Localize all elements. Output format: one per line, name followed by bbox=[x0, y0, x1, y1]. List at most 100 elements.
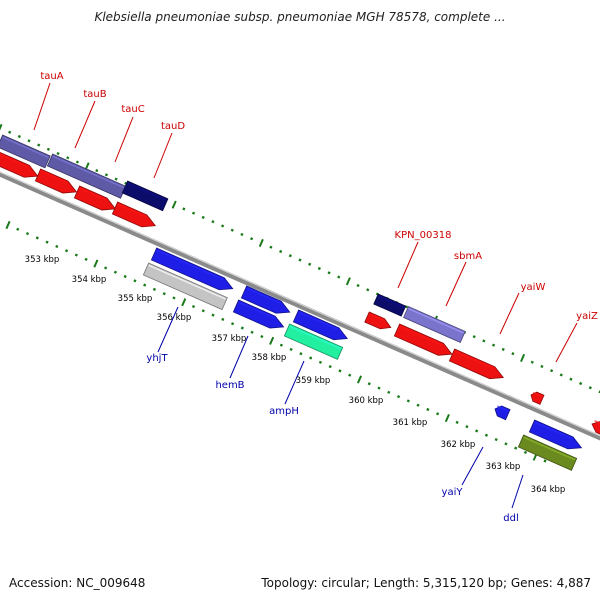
gene-sbmA[interactable] bbox=[403, 305, 466, 343]
minor-tick bbox=[299, 352, 303, 356]
gene-blue-1[interactable] bbox=[150, 247, 235, 295]
minor-tick bbox=[191, 304, 196, 309]
scale-label: 359 kbp bbox=[296, 376, 331, 386]
yaiW-label[interactable]: yaiW bbox=[521, 282, 546, 293]
minor-tick bbox=[328, 365, 332, 369]
minor-tick bbox=[27, 139, 31, 143]
ddl-label[interactable]: ddl bbox=[503, 513, 518, 524]
minor-tick bbox=[543, 459, 547, 463]
gene-ddl[interactable] bbox=[517, 434, 578, 471]
backbone-line bbox=[0, 171, 600, 441]
minor-tick bbox=[309, 356, 313, 360]
minor-tick bbox=[269, 245, 273, 249]
minor-tick bbox=[25, 232, 30, 236]
gene-yhjT[interactable] bbox=[142, 262, 228, 311]
gene-red-2[interactable] bbox=[34, 168, 79, 198]
minor-tick bbox=[514, 446, 518, 450]
minor-tick bbox=[250, 330, 254, 334]
gene-red-1[interactable] bbox=[0, 149, 40, 182]
major-tick bbox=[269, 336, 275, 345]
minor-tick bbox=[17, 134, 21, 139]
minor-tick bbox=[396, 395, 401, 399]
gene-ampH[interactable] bbox=[283, 323, 344, 360]
minor-tick bbox=[540, 364, 544, 369]
minor-tick bbox=[143, 283, 147, 287]
gene-tauB[interactable] bbox=[46, 153, 127, 199]
gene-tauA[interactable] bbox=[0, 134, 51, 169]
minor-tick bbox=[220, 224, 225, 228]
accession-label: Accession: NC_009648 bbox=[9, 576, 146, 590]
minor-tick bbox=[569, 377, 573, 381]
gene-blue-4[interactable] bbox=[493, 404, 511, 421]
scale-label: 360 kbp bbox=[349, 396, 384, 406]
gene-yaiY[interactable] bbox=[528, 419, 584, 454]
minor-tick bbox=[416, 403, 420, 407]
major-tick bbox=[345, 277, 351, 286]
yhjT-leader bbox=[157, 306, 179, 353]
major-tick bbox=[444, 414, 450, 423]
tauC-label[interactable]: tauC bbox=[121, 104, 144, 115]
minor-tick bbox=[317, 266, 321, 271]
hemB-label[interactable]: hemB bbox=[215, 380, 244, 391]
yaiZ-label[interactable]: yaiZ bbox=[576, 311, 598, 322]
gene-yaiW[interactable] bbox=[393, 323, 454, 360]
feature-layer bbox=[0, 134, 600, 471]
major-tick bbox=[171, 200, 177, 209]
gene-tauD[interactable] bbox=[121, 180, 169, 212]
minor-tick bbox=[113, 270, 117, 274]
gene-blue-2[interactable] bbox=[240, 285, 292, 318]
minor-tick bbox=[494, 437, 498, 442]
scale-label: 357 kbp bbox=[212, 334, 247, 344]
scale-label: 353 kbp bbox=[25, 255, 60, 265]
gene-yaiZ[interactable] bbox=[529, 390, 545, 405]
minor-tick bbox=[46, 147, 50, 151]
tauB-label[interactable]: tauB bbox=[83, 89, 106, 100]
ampH-label[interactable]: ampH bbox=[269, 406, 299, 417]
minor-tick bbox=[250, 237, 254, 241]
minor-tick bbox=[56, 151, 60, 156]
tauA-label[interactable]: tauA bbox=[40, 71, 63, 82]
gene-red-4[interactable] bbox=[111, 201, 158, 232]
minor-tick bbox=[484, 433, 488, 437]
ddl-leader bbox=[511, 474, 524, 509]
minor-tick bbox=[95, 168, 99, 173]
KPN_00318-leader bbox=[397, 241, 419, 289]
minor-tick bbox=[191, 211, 196, 215]
minor-tick bbox=[501, 347, 505, 352]
gene-red-7[interactable] bbox=[448, 348, 505, 383]
gene-red-9[interactable] bbox=[590, 419, 600, 439]
gene-hemB[interactable] bbox=[232, 299, 286, 333]
minor-tick bbox=[230, 322, 235, 326]
minor-tick bbox=[523, 450, 528, 454]
minor-tick bbox=[152, 287, 157, 291]
minor-tick bbox=[84, 257, 88, 261]
minor-tick bbox=[65, 249, 69, 253]
tauD-label[interactable]: tauD bbox=[161, 121, 185, 132]
yaiW-leader bbox=[499, 292, 520, 335]
minor-tick bbox=[172, 296, 176, 300]
scale-label: 354 kbp bbox=[72, 275, 107, 285]
scale-label: 364 kbp bbox=[531, 485, 566, 495]
minor-tick bbox=[289, 347, 293, 352]
scale-label: 356 kbp bbox=[157, 313, 192, 323]
gene-KPN_00318[interactable] bbox=[373, 293, 407, 317]
KPN_00318-label[interactable]: KPN_00318 bbox=[395, 230, 452, 241]
scale-layer: 353 kbp 354 kbp 355 kbp 356 kbp 357 kbp 358 k… bbox=[25, 255, 566, 495]
minor-tick bbox=[327, 271, 331, 275]
gene-red-3[interactable] bbox=[73, 185, 118, 215]
minor-tick bbox=[559, 373, 563, 377]
minor-tick bbox=[133, 279, 137, 283]
sbmA-label[interactable]: sbmA bbox=[454, 251, 482, 262]
tauC-leader bbox=[114, 116, 134, 163]
minor-tick bbox=[8, 130, 12, 134]
major-tick bbox=[5, 220, 11, 230]
minor-tick bbox=[406, 399, 410, 403]
gene-red-5[interactable] bbox=[364, 311, 393, 333]
yhjT-label[interactable]: yhjT bbox=[146, 353, 168, 364]
yaiY-label[interactable]: yaiY bbox=[442, 487, 464, 498]
minor-tick bbox=[298, 258, 302, 262]
gene-blue-3[interactable] bbox=[292, 309, 349, 344]
major-tick bbox=[93, 259, 99, 268]
minor-tick bbox=[482, 339, 486, 343]
